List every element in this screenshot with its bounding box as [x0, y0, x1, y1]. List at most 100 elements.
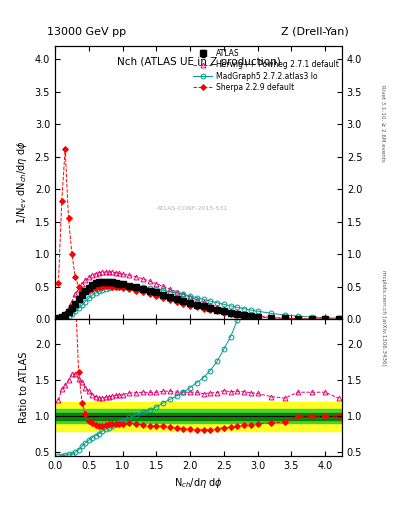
MadGraph5 2.7.2.atlas3 lo	[83, 298, 88, 305]
Herwig++ Powheg 2.7.1 default	[56, 315, 61, 321]
Sherpa 2.2.9 default	[269, 315, 274, 321]
Herwig++ Powheg 2.7.1 default	[221, 306, 226, 312]
Line: Sherpa 2.2.9 default: Sherpa 2.2.9 default	[56, 147, 341, 321]
Sherpa 2.2.9 default	[147, 291, 152, 297]
MadGraph5 2.7.2.atlas3 lo	[93, 290, 98, 296]
Sherpa 2.2.9 default	[296, 316, 300, 322]
MadGraph5 2.7.2.atlas3 lo	[103, 286, 108, 292]
Text: Nch (ATLAS UE in Z production): Nch (ATLAS UE in Z production)	[117, 57, 280, 67]
MadGraph5 2.7.2.atlas3 lo	[282, 312, 287, 318]
MadGraph5 2.7.2.atlas3 lo	[228, 303, 233, 309]
Herwig++ Powheg 2.7.1 default	[120, 271, 125, 277]
Sherpa 2.2.9 default	[201, 306, 206, 312]
Herwig++ Powheg 2.7.1 default	[127, 272, 132, 279]
MadGraph5 2.7.2.atlas3 lo	[269, 310, 274, 316]
Herwig++ Powheg 2.7.1 default	[228, 308, 233, 314]
Herwig++ Powheg 2.7.1 default	[103, 269, 108, 275]
Sherpa 2.2.9 default	[181, 301, 185, 307]
Herwig++ Powheg 2.7.1 default	[269, 314, 274, 321]
MadGraph5 2.7.2.atlas3 lo	[110, 284, 115, 290]
MadGraph5 2.7.2.atlas3 lo	[56, 315, 61, 322]
Herwig++ Powheg 2.7.1 default	[255, 313, 260, 319]
MadGraph5 2.7.2.atlas3 lo	[235, 304, 240, 310]
X-axis label: N$_{ch}$/d$\eta$ d$\phi$: N$_{ch}$/d$\eta$ d$\phi$	[174, 476, 223, 490]
Sherpa 2.2.9 default	[73, 274, 78, 280]
Legend: ATLAS, Herwig++ Powheg 2.7.1 default, MadGraph5 2.7.2.atlas3 lo, Sherpa 2.2.9 de: ATLAS, Herwig++ Powheg 2.7.1 default, Ma…	[191, 48, 340, 94]
Line: Herwig++ Powheg 2.7.1 default: Herwig++ Powheg 2.7.1 default	[56, 270, 341, 322]
MadGraph5 2.7.2.atlas3 lo	[73, 308, 78, 314]
Sherpa 2.2.9 default	[221, 310, 226, 316]
MadGraph5 2.7.2.atlas3 lo	[100, 287, 105, 293]
Herwig++ Powheg 2.7.1 default	[83, 277, 88, 283]
Herwig++ Powheg 2.7.1 default	[242, 311, 246, 317]
Herwig++ Powheg 2.7.1 default	[201, 299, 206, 305]
MadGraph5 2.7.2.atlas3 lo	[127, 284, 132, 290]
Sherpa 2.2.9 default	[323, 316, 327, 322]
Text: ATLAS-CONF-2015-531: ATLAS-CONF-2015-531	[157, 206, 228, 211]
Sherpa 2.2.9 default	[174, 299, 179, 305]
Herwig++ Powheg 2.7.1 default	[70, 298, 74, 305]
Sherpa 2.2.9 default	[103, 283, 108, 289]
Bar	[55, 402, 342, 431]
Sherpa 2.2.9 default	[107, 283, 111, 289]
Sherpa 2.2.9 default	[120, 285, 125, 291]
Sherpa 2.2.9 default	[235, 312, 240, 318]
Sherpa 2.2.9 default	[167, 297, 172, 303]
Herwig++ Powheg 2.7.1 default	[188, 294, 193, 300]
Sherpa 2.2.9 default	[188, 303, 193, 309]
MadGraph5 2.7.2.atlas3 lo	[66, 313, 71, 319]
Herwig++ Powheg 2.7.1 default	[154, 281, 159, 287]
Sherpa 2.2.9 default	[282, 315, 287, 322]
Sherpa 2.2.9 default	[90, 286, 94, 292]
Herwig++ Powheg 2.7.1 default	[76, 286, 81, 292]
Sherpa 2.2.9 default	[97, 284, 101, 290]
Sherpa 2.2.9 default	[80, 287, 84, 293]
Herwig++ Powheg 2.7.1 default	[309, 316, 314, 322]
MadGraph5 2.7.2.atlas3 lo	[134, 284, 138, 290]
Herwig++ Powheg 2.7.1 default	[323, 316, 327, 322]
Herwig++ Powheg 2.7.1 default	[282, 315, 287, 321]
MadGraph5 2.7.2.atlas3 lo	[296, 313, 300, 319]
Sherpa 2.2.9 default	[93, 285, 98, 291]
Sherpa 2.2.9 default	[70, 251, 74, 257]
MadGraph5 2.7.2.atlas3 lo	[208, 298, 213, 304]
MadGraph5 2.7.2.atlas3 lo	[59, 315, 64, 321]
Text: mcplots.cern.ch [arXiv:1306.3436]: mcplots.cern.ch [arXiv:1306.3436]	[381, 270, 386, 365]
Sherpa 2.2.9 default	[140, 289, 145, 295]
MadGraph5 2.7.2.atlas3 lo	[70, 311, 74, 317]
Sherpa 2.2.9 default	[215, 308, 219, 314]
MadGraph5 2.7.2.atlas3 lo	[336, 315, 341, 321]
MadGraph5 2.7.2.atlas3 lo	[309, 314, 314, 320]
Text: Z (Drell-Yan): Z (Drell-Yan)	[281, 27, 348, 37]
Sherpa 2.2.9 default	[66, 216, 71, 222]
Herwig++ Powheg 2.7.1 default	[63, 310, 68, 316]
Herwig++ Powheg 2.7.1 default	[66, 305, 71, 311]
Herwig++ Powheg 2.7.1 default	[161, 283, 165, 289]
Sherpa 2.2.9 default	[127, 286, 132, 292]
MadGraph5 2.7.2.atlas3 lo	[167, 288, 172, 294]
Sherpa 2.2.9 default	[110, 284, 115, 290]
MadGraph5 2.7.2.atlas3 lo	[86, 295, 91, 302]
MadGraph5 2.7.2.atlas3 lo	[97, 288, 101, 294]
MadGraph5 2.7.2.atlas3 lo	[120, 284, 125, 290]
MadGraph5 2.7.2.atlas3 lo	[90, 292, 94, 298]
Sherpa 2.2.9 default	[208, 307, 213, 313]
Sherpa 2.2.9 default	[161, 295, 165, 301]
Text: Rivet 3.1.10, ≥ 2.6M events: Rivet 3.1.10, ≥ 2.6M events	[381, 84, 386, 161]
MadGraph5 2.7.2.atlas3 lo	[107, 285, 111, 291]
Sherpa 2.2.9 default	[336, 316, 341, 322]
Herwig++ Powheg 2.7.1 default	[174, 289, 179, 295]
Herwig++ Powheg 2.7.1 default	[215, 304, 219, 310]
Herwig++ Powheg 2.7.1 default	[110, 269, 115, 275]
MadGraph5 2.7.2.atlas3 lo	[63, 314, 68, 320]
Herwig++ Powheg 2.7.1 default	[86, 274, 91, 280]
Sherpa 2.2.9 default	[114, 284, 118, 290]
MadGraph5 2.7.2.atlas3 lo	[114, 284, 118, 290]
Sherpa 2.2.9 default	[228, 311, 233, 317]
Herwig++ Powheg 2.7.1 default	[248, 312, 253, 318]
Herwig++ Powheg 2.7.1 default	[134, 274, 138, 280]
Sherpa 2.2.9 default	[117, 284, 121, 290]
Herwig++ Powheg 2.7.1 default	[167, 286, 172, 292]
MadGraph5 2.7.2.atlas3 lo	[201, 296, 206, 303]
Sherpa 2.2.9 default	[255, 314, 260, 320]
